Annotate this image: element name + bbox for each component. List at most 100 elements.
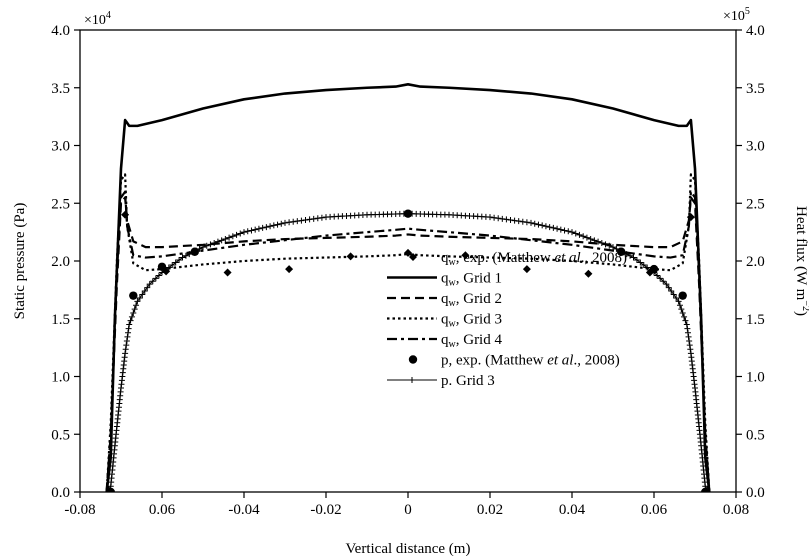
left-y-tick-label: 1.5 — [51, 312, 70, 328]
data-point — [665, 284, 672, 291]
x-tick-label: 0.08 — [723, 502, 749, 518]
data-point — [587, 235, 594, 242]
data-point — [134, 298, 141, 305]
data-point — [519, 218, 526, 225]
data-point — [123, 338, 130, 345]
legend-symbol — [409, 253, 417, 261]
data-point — [679, 309, 686, 316]
data-point — [535, 221, 542, 228]
right-y-tick-label: 1.0 — [746, 370, 765, 386]
data-point — [133, 302, 140, 309]
data-point — [126, 321, 133, 328]
data-point — [620, 249, 627, 256]
legend-label: p, exp. (Matthew et al., 2008) — [441, 353, 620, 369]
data-point — [539, 222, 546, 229]
x-axis-title: Vertical distance (m) — [346, 541, 471, 556]
data-point — [583, 234, 590, 241]
data-point — [660, 278, 667, 285]
left-y-tick-label: 3.0 — [51, 139, 70, 155]
data-point — [623, 251, 630, 258]
left-axis-multiplier: ×104 — [84, 10, 111, 28]
data-point — [125, 329, 132, 336]
left-y-tick-label: 4.0 — [51, 23, 70, 39]
data-point — [461, 251, 470, 260]
data-point — [640, 262, 647, 269]
right-axis-multiplier: ×105 — [723, 6, 750, 24]
left-y-tick-label: 2.0 — [51, 254, 70, 270]
data-point — [146, 281, 153, 288]
data-point — [670, 291, 677, 298]
data-point — [169, 262, 176, 269]
data-point — [176, 257, 183, 264]
legend-label: qw, Grid 1 — [441, 271, 502, 289]
legend-label: qw, Grid 3 — [441, 312, 502, 330]
data-point — [633, 257, 640, 264]
data-point — [149, 278, 156, 285]
data-point — [663, 281, 670, 288]
legend-marker — [409, 377, 415, 383]
data-point — [681, 313, 688, 320]
data-point — [196, 245, 203, 252]
legend-label: qw, exp. (Matthew et al., 2008) — [441, 250, 627, 268]
legend-marker — [409, 253, 417, 261]
left-y-tick-label: 3.5 — [51, 81, 70, 97]
x-tick-label: 0.06 — [641, 502, 668, 518]
data-point — [613, 245, 620, 252]
data-point — [226, 234, 233, 241]
data-point — [668, 288, 675, 295]
data-point — [676, 302, 683, 309]
data-point — [144, 284, 151, 291]
data-point — [207, 241, 214, 248]
data-point — [123, 342, 130, 349]
right-y-tick-label: 0.0 — [746, 485, 765, 501]
x-tick-label: -0.08 — [64, 502, 95, 518]
data-point — [644, 264, 651, 271]
data-point — [606, 242, 613, 249]
data-point — [686, 338, 693, 345]
series-3 — [105, 196, 711, 492]
data-point — [550, 224, 557, 231]
data-point — [404, 248, 412, 257]
data-point — [682, 317, 689, 324]
data-point — [290, 218, 297, 225]
series-line — [105, 173, 711, 492]
data-point — [179, 254, 186, 261]
data-point — [103, 489, 110, 492]
data-point — [542, 223, 549, 230]
data-point — [218, 237, 225, 244]
data-point — [598, 240, 605, 247]
data-point — [136, 294, 143, 301]
data-point — [557, 226, 564, 233]
data-point — [237, 230, 244, 237]
data-point — [528, 219, 534, 226]
data-point — [507, 216, 514, 223]
data-point — [259, 224, 266, 231]
series-2 — [105, 82, 711, 492]
data-point — [121, 210, 130, 219]
series-line — [105, 190, 711, 492]
right-y-tick-label: 1.5 — [746, 312, 765, 328]
data-point — [673, 294, 680, 301]
data-point — [139, 291, 146, 298]
data-point — [515, 218, 522, 225]
data-point — [522, 265, 531, 274]
data-point — [651, 269, 657, 276]
data-point — [686, 342, 693, 349]
data-point — [255, 225, 262, 232]
data-point — [211, 240, 218, 247]
data-point — [595, 238, 602, 245]
data-point — [129, 291, 138, 300]
data-point — [546, 224, 553, 231]
data-point — [263, 224, 270, 231]
data-point — [591, 237, 598, 244]
data-point — [627, 252, 634, 259]
data-point — [647, 267, 654, 274]
left-y-tick-label: 2.5 — [51, 196, 70, 212]
data-point — [306, 216, 313, 223]
data-point — [310, 215, 317, 222]
left-y-tick-label: 0.5 — [51, 427, 70, 443]
data-point — [200, 244, 206, 251]
right-y-tick-label: 4.0 — [746, 23, 765, 39]
data-point — [172, 259, 179, 266]
data-point — [675, 298, 682, 305]
